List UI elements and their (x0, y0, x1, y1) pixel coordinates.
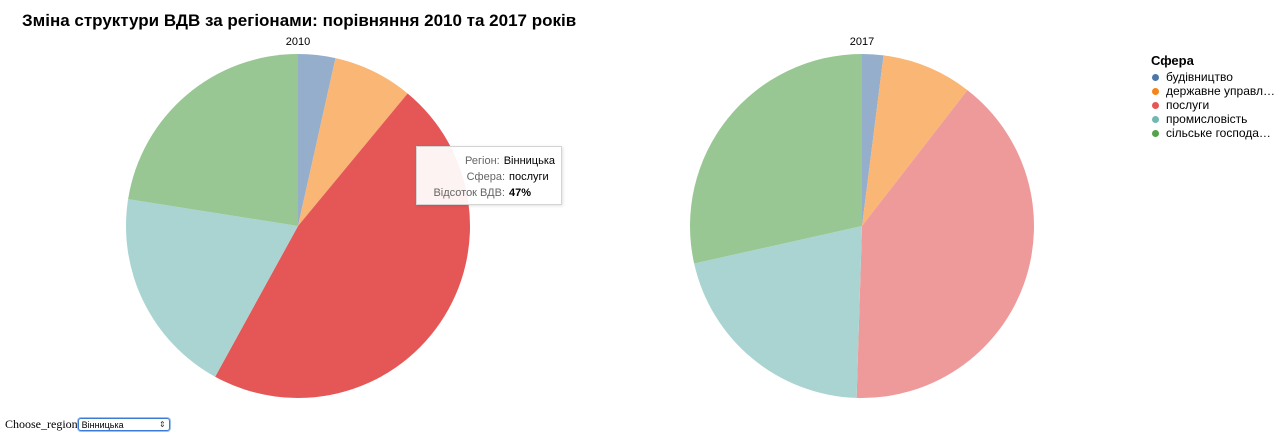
legend-label: будівництво (1166, 70, 1233, 84)
tooltip-row-region: Регіон: Вінницька (423, 153, 555, 169)
legend-symbol (1152, 129, 1159, 137)
pie-title-2017: 2017 (850, 36, 874, 48)
select-arrows-icon: ⇕ (158, 420, 166, 429)
region-select-value: Вінницька (81, 419, 124, 430)
legend-symbol (1152, 73, 1159, 81)
tooltip-row-sphere: Сфера: послуги (423, 169, 555, 185)
legend: Сфера будівництво державне управл… послу… (1151, 53, 1275, 140)
pie-slice-2010-1[interactable] (298, 58, 408, 226)
tooltip-key: Відсоток ВДВ: (433, 187, 505, 199)
pie-slice-2017-1[interactable] (862, 55, 968, 226)
legend-item-agriculture[interactable]: сільське господа… (1151, 126, 1275, 140)
legend-label: послуги (1166, 98, 1210, 112)
tooltip-key: Сфера: (466, 171, 505, 183)
legend-label: промисловість (1166, 112, 1248, 126)
pie-slice-2010-4[interactable] (128, 54, 298, 226)
legend-item-construction[interactable]: будівництво (1151, 70, 1275, 84)
tooltip-value: 47% (509, 187, 532, 199)
pie-slice-2017-2[interactable] (856, 90, 1035, 399)
tooltip-key: Регіон: (465, 155, 500, 167)
pie-slice-2010-2[interactable] (215, 93, 470, 398)
legend-item-industry[interactable]: промисловість (1151, 112, 1275, 126)
chart-title: Зміна структури ВДВ за регіонами: порівн… (22, 11, 577, 30)
legend-label: сільське господа… (1166, 126, 1271, 140)
pie-slice-2017-4[interactable] (689, 54, 862, 264)
tooltip-value: Вінницька (503, 155, 555, 167)
legend-symbol (1152, 87, 1159, 95)
legend-label: державне управл… (1166, 84, 1276, 98)
pie-slice-2017-3[interactable] (694, 226, 862, 398)
pie-slice-2010-0[interactable] (298, 54, 336, 226)
pie-title-2010: 2010 (286, 36, 310, 48)
region-select-label: Choose_region (5, 417, 78, 431)
region-select[interactable]: Вінницька ⇕ (77, 418, 170, 431)
pie-slice-2010-3[interactable] (126, 199, 299, 377)
pie-slice-2017-0[interactable] (862, 54, 884, 226)
tooltip: Регіон: Вінницька Сфера: послуги Відсото… (416, 146, 562, 205)
legend-symbol (1152, 101, 1159, 109)
legend-symbol (1152, 115, 1159, 123)
region-control: Choose_region Вінницька ⇕ (5, 417, 170, 432)
legend-item-government[interactable]: державне управл… (1151, 84, 1275, 98)
legend-title: Сфера (1151, 53, 1194, 68)
tooltip-value: послуги (509, 171, 549, 183)
legend-item-services[interactable]: послуги (1151, 98, 1275, 112)
tooltip-row-percent: Відсоток ВДВ: 47% (423, 185, 555, 201)
